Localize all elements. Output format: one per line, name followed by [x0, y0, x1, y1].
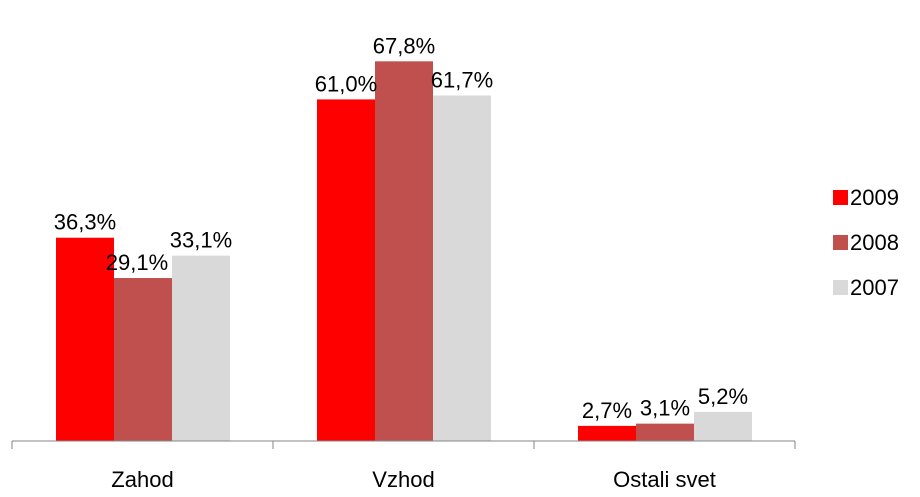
bar-zahod-2008 [114, 278, 172, 441]
data-label-zahod-2007: 33,1% [170, 228, 232, 253]
data-label-zahod-2008: 29,1% [106, 250, 168, 275]
legend: 2009 2008 2007 [833, 185, 899, 300]
legend-swatch-2008 [833, 235, 848, 250]
bar-vzhod-2008 [375, 61, 433, 441]
data-label-ostali-svet-2008: 3,1% [640, 396, 690, 421]
bar-zahod-2009 [56, 237, 114, 441]
bar-ostali-svet-2007 [694, 411, 752, 441]
category-label-zahod: Zahod [111, 467, 173, 492]
legend-swatch-2007 [833, 280, 848, 295]
legend-label-2007: 2007 [850, 275, 899, 300]
data-label-ostali-svet-2007: 5,2% [698, 384, 748, 409]
legend-label-2009: 2009 [850, 185, 899, 210]
category-label-ostali-svet: Ostali svet [613, 467, 716, 492]
data-label-vzhod-2007: 61,7% [431, 67, 493, 92]
category-labels-group: Zahod Vzhod Ostali svet [111, 467, 716, 492]
data-label-ostali-svet-2009: 2,7% [582, 398, 632, 423]
data-labels-group: 36,3% 29,1%33,1% 61,0% 67,8% 61,7% 2,7% 3,1% 5,… [54, 33, 748, 423]
x-axis [11, 440, 796, 449]
category-label-vzhod: Vzhod [372, 467, 434, 492]
bar-vzhod-2009 [317, 99, 375, 442]
data-label-vzhod-2009: 61,0% [315, 71, 377, 96]
data-label-zahod-2009: 36,3% [54, 210, 116, 235]
bar-ostali-svet-2009 [578, 425, 636, 441]
bars-group [56, 61, 752, 442]
data-label-vzhod-2008: 67,8% [373, 33, 435, 58]
bar-vzhod-2007 [433, 95, 491, 441]
bar-ostali-svet-2008 [636, 423, 694, 441]
legend-label-2008: 2008 [850, 230, 899, 255]
legend-swatch-2009 [833, 190, 848, 205]
bar-zahod-2007 [172, 255, 230, 441]
